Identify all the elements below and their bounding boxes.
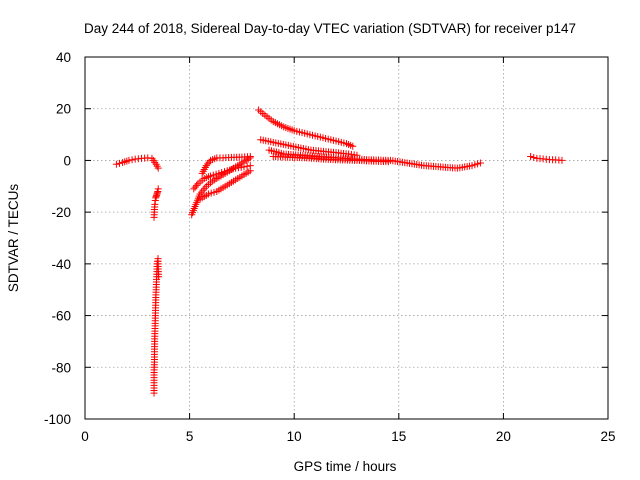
y-tick-label: -20 [51, 205, 71, 220]
data-point [125, 156, 133, 164]
data-points [112, 106, 566, 397]
data-point [246, 167, 254, 175]
series-arc-drop [150, 185, 162, 221]
series-arc-flat [265, 146, 484, 172]
y-tick-label: 40 [56, 50, 71, 65]
y-tick-label: 0 [63, 153, 71, 168]
data-point [558, 156, 566, 164]
y-tick-label: -40 [51, 257, 71, 272]
x-tick-label: 20 [496, 429, 511, 444]
axis-ticks: 0 5 10 15 20 25 -100 -80 -60 -40 -20 0 20 40 [44, 50, 616, 444]
data-point [144, 154, 152, 162]
data-point [527, 153, 535, 161]
data-point [240, 163, 248, 171]
data-point [193, 181, 201, 189]
data-point [201, 184, 209, 192]
x-tick-label: 0 [81, 429, 89, 444]
data-point [154, 164, 162, 172]
data-point [243, 162, 251, 170]
y-tick-label: 20 [56, 102, 71, 117]
series-arc-rise-b [190, 162, 254, 193]
series-arc-mid [257, 136, 361, 159]
data-point [530, 153, 538, 161]
x-tick-label: 25 [600, 429, 615, 444]
series-arc-late [527, 153, 566, 164]
series-arc-flat-b [269, 153, 392, 166]
data-point [154, 185, 162, 193]
y-tick-label: -60 [51, 309, 71, 324]
data-point [155, 273, 163, 281]
series-arc-rise-d [198, 153, 254, 177]
plot-frame [84, 56, 609, 420]
chart-title: Day 244 of 2018, Sidereal Day-to-day VTE… [84, 21, 576, 36]
data-point [116, 159, 124, 167]
data-point [112, 160, 120, 168]
x-tick-label: 15 [391, 429, 406, 444]
series-arc-high [255, 106, 357, 150]
x-tick-label: 10 [287, 429, 302, 444]
data-point [199, 186, 207, 194]
x-axis-label: GPS time / hours [294, 459, 397, 474]
data-point [246, 153, 254, 161]
series-arc-plunge [150, 255, 163, 397]
series-arc-early-low [112, 154, 162, 172]
data-point [128, 156, 136, 164]
y-tick-label: -100 [44, 412, 71, 427]
grid [85, 57, 608, 419]
data-point [384, 158, 392, 166]
y-tick-label: -80 [51, 360, 71, 375]
y-axis-label: SDTVAR / TECUs [6, 184, 21, 293]
data-point [349, 142, 357, 150]
series-arc-rise-c [196, 167, 254, 203]
x-tick-label: 5 [186, 429, 194, 444]
data-point [476, 159, 484, 167]
